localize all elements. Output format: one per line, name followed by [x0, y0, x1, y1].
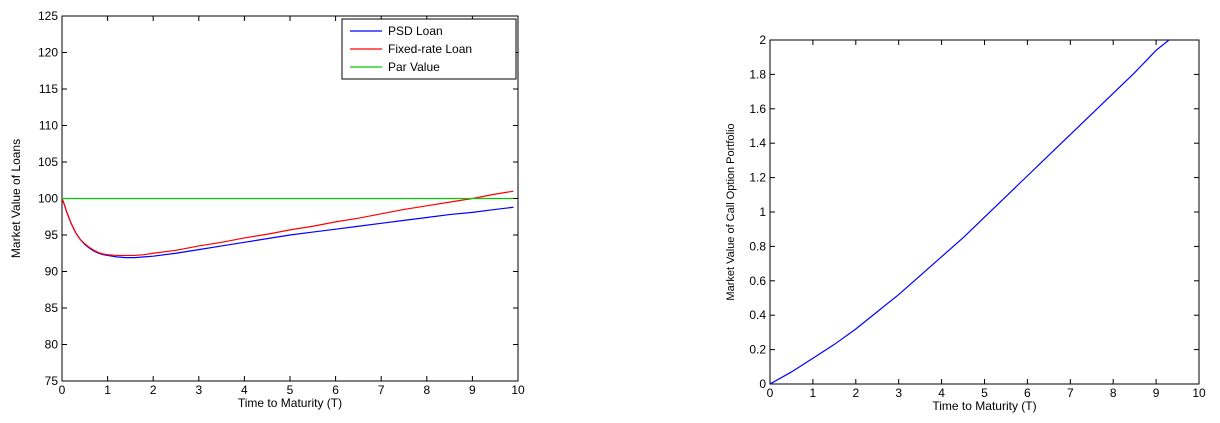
legend-entry: PSD Loan [388, 24, 443, 38]
x-tick-label: 10 [1192, 386, 1206, 400]
y-tick-label: 1.8 [749, 67, 766, 81]
x-tick-label: 6 [332, 383, 339, 397]
x-tick-label: 3 [195, 383, 202, 397]
series-line-fixed-rate-loan [62, 190, 514, 257]
x-tick-label: 7 [1067, 386, 1074, 400]
y-tick-label: 95 [45, 228, 59, 242]
x-tick-label: 9 [1153, 386, 1160, 400]
x-tick-label: 5 [981, 386, 988, 400]
legend-entry: Par Value [388, 60, 440, 74]
plot-frame [769, 39, 1200, 385]
x-tick-label: 1 [104, 383, 111, 397]
y-axis-label: Market Value of Loans [9, 139, 23, 258]
x-axis-label: Time to Maturity (T) [932, 399, 1036, 413]
y-tick-label: 110 [39, 119, 58, 133]
y-tick-label: 105 [38, 155, 58, 169]
y-tick-label: 80 [45, 338, 59, 352]
x-tick-label: 8 [1110, 386, 1117, 400]
y-tick-label: 0.8 [749, 239, 766, 253]
x-tick-label: 5 [287, 383, 294, 397]
x-tick-label: 8 [423, 383, 430, 397]
y-tick-label: 90 [45, 265, 59, 279]
y-tick-label: 115 [39, 82, 58, 96]
series-line-1 [770, 40, 1170, 384]
y-tick-label: 1.2 [749, 171, 766, 185]
x-tick-label: 6 [1024, 386, 1031, 400]
y-tick-label: 120 [38, 46, 58, 60]
x-tick-label: 9 [469, 383, 476, 397]
x-tick-label: 3 [895, 386, 902, 400]
series-group [770, 40, 1170, 384]
x-tick-label: 1 [810, 386, 817, 400]
x-tick-label: 10 [511, 383, 525, 397]
y-tick-label: 0.2 [749, 343, 766, 357]
chart-2: 0 1 2 3 4 5 6 7 8 9 10 0 0.2 0.4 0.6 0.8 1 1.2 1.4 1.6 1.8 2 T… [725, 33, 1206, 413]
x-tick-label: 4 [241, 383, 248, 397]
y-tick-label: 125 [38, 9, 58, 23]
y-tick-label: 1.6 [749, 102, 766, 116]
chart-1: 0 1 2 3 4 5 6 7 8 9 10 75 80 85 90 95 100 105 110 115 120 125… [9, 9, 525, 410]
x-tick-label: 2 [150, 383, 157, 397]
x-tick-label: 2 [852, 386, 859, 400]
x-tick-label: 0 [59, 383, 66, 397]
x-tick-label: 7 [378, 383, 385, 397]
legend-entry: Fixed-rate Loan [388, 42, 472, 56]
y-tick-label: 85 [45, 301, 59, 315]
y-tick-label: 1 [759, 205, 766, 219]
y-tick-label: 0.6 [749, 274, 766, 288]
x-tick-label: 4 [938, 386, 945, 400]
legend: PSD Loan Fixed-rate Loan Par Value [341, 18, 517, 80]
y-tick-label: 2 [759, 33, 766, 47]
y-axis-label: Market Value of Call Option Portfolio [725, 123, 737, 300]
y-tick-label: 100 [38, 192, 58, 206]
y-tick-label: 75 [45, 374, 59, 388]
series-group [62, 190, 514, 259]
x-tick-label: 0 [767, 386, 774, 400]
y-tick-label: 0.4 [749, 308, 766, 322]
y-tick-label: 1.4 [749, 136, 766, 150]
x-axis-label: Time to Maturity (T) [238, 396, 342, 410]
y-tick-label: 0 [759, 377, 766, 391]
